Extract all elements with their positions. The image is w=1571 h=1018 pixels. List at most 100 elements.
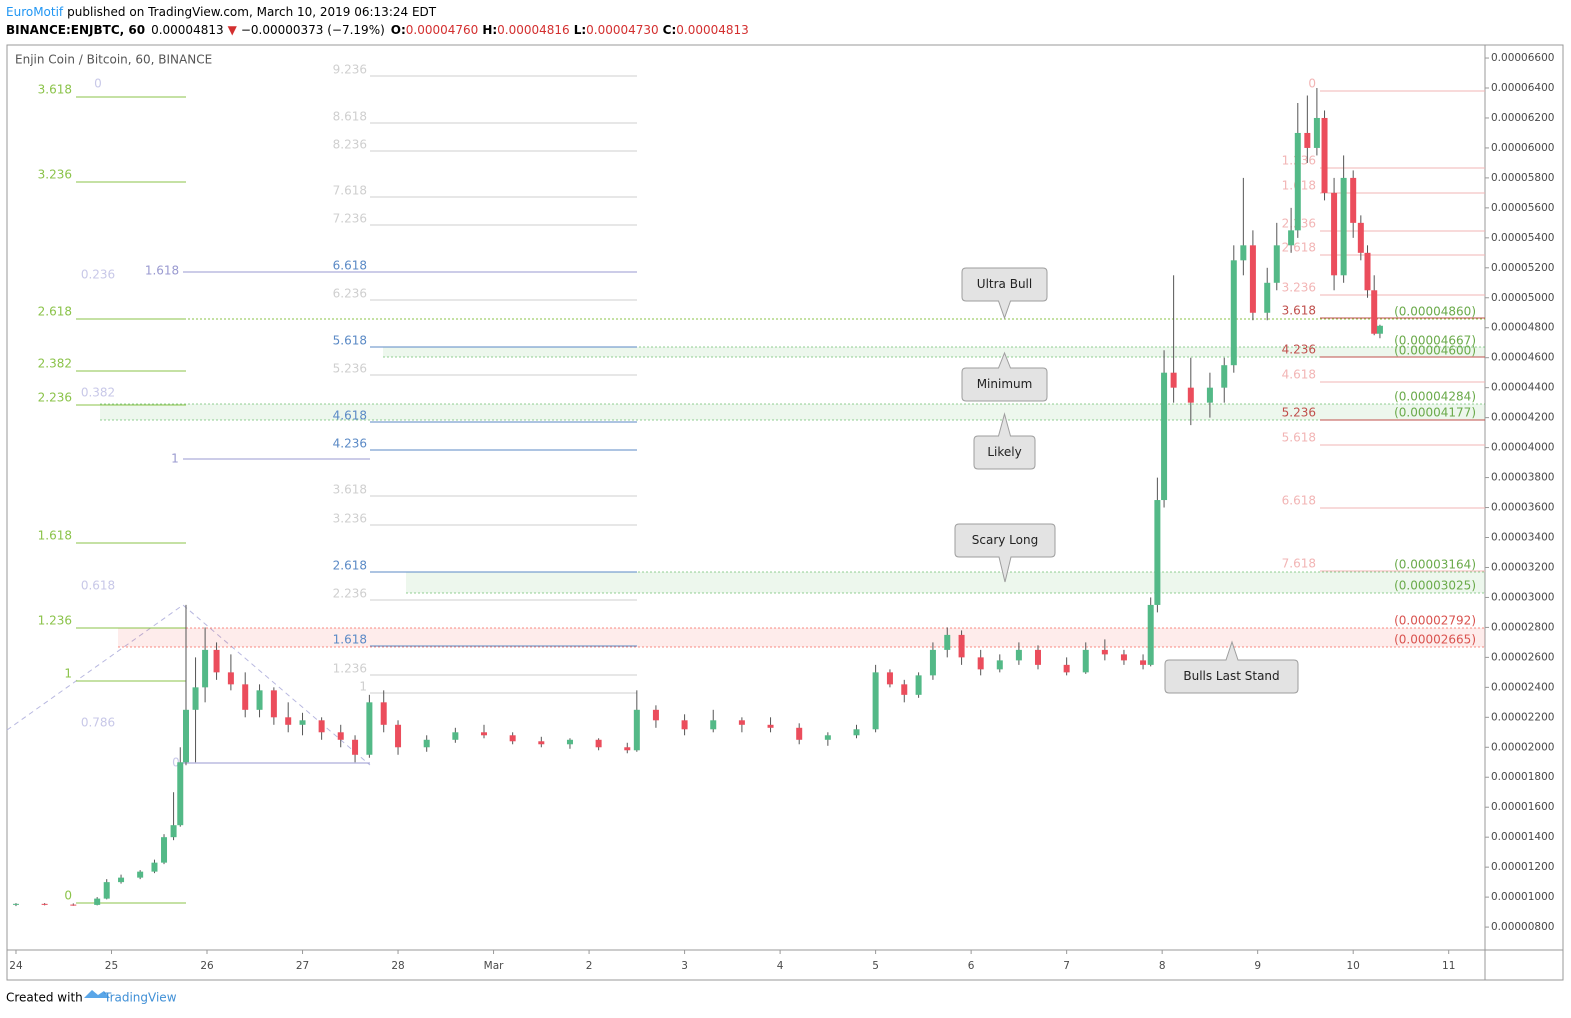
candle-body <box>824 735 831 740</box>
candle-body <box>872 672 879 730</box>
footer-brand[interactable]: TradingView <box>103 991 177 1005</box>
fib-label: 3.618 <box>38 83 72 97</box>
candle-body <box>242 684 249 710</box>
x-tick-label: 26 <box>200 960 214 972</box>
zone <box>383 347 1485 357</box>
callout-text: Bulls Last Stand <box>1183 669 1279 683</box>
y-tick-label: 0.00004000 <box>1491 442 1554 454</box>
candle-body <box>595 739 602 748</box>
fib-label: 3.618 <box>1282 304 1316 318</box>
candle-body <box>1147 604 1154 665</box>
candle-body <box>227 672 234 685</box>
candle-body <box>285 717 292 725</box>
y-tick-label: 0.00003600 <box>1491 502 1554 514</box>
o: 0.00004760 <box>406 23 479 37</box>
change: −0.00000373 (−7.19%) <box>241 23 385 37</box>
candle-body <box>202 649 209 688</box>
y-tick-label: 0.00002800 <box>1491 621 1554 633</box>
candle-body <box>41 903 48 905</box>
x-tick-label: 7 <box>1063 960 1070 972</box>
h-label: H: <box>482 23 497 37</box>
candle-body <box>1140 660 1147 665</box>
level-label: (0.00003164) <box>1394 558 1476 572</box>
level-label: (0.00004860) <box>1394 305 1476 319</box>
fib-label: 2.382 <box>38 357 72 371</box>
candle-body <box>1357 222 1364 253</box>
y-tick-label: 0.00006200 <box>1491 112 1554 124</box>
o-label: O: <box>391 23 406 37</box>
candle-body <box>1063 664 1070 673</box>
tv-logo <box>84 990 110 998</box>
candle-body <box>1321 117 1328 193</box>
level-label: (0.00002665) <box>1394 633 1476 647</box>
candle-body <box>318 720 325 733</box>
published: published on TradingView.com, March 10, … <box>67 5 437 19</box>
symbol: BINANCE:ENJBTC, 60 <box>6 23 145 37</box>
x-tick-label: 8 <box>1159 960 1166 972</box>
candle-body <box>1170 372 1177 388</box>
candle-body <box>738 720 745 725</box>
candle-body <box>1288 230 1295 246</box>
candle-body <box>423 739 430 748</box>
candle-body <box>1034 649 1041 665</box>
candle-body <box>796 727 803 740</box>
candle-body <box>1082 649 1089 673</box>
x-tick-label: 27 <box>296 960 309 972</box>
candle-body <box>103 882 110 899</box>
y-tick-label: 0.00003800 <box>1491 472 1554 484</box>
candle-body <box>337 732 344 740</box>
y-tick-label: 0.00000800 <box>1491 921 1554 933</box>
level-label: (0.00004177) <box>1394 406 1476 420</box>
level-label: (0.00002792) <box>1394 614 1476 628</box>
candle-body <box>118 877 125 883</box>
fib-label: 6.236 <box>333 287 367 301</box>
y-tick-label: 0.00001800 <box>1491 771 1554 783</box>
callout-box <box>1164 640 1299 694</box>
fib-label: 3.236 <box>333 512 367 526</box>
arrow: ▼ <box>228 23 238 37</box>
candle-body <box>509 735 516 742</box>
candle-body <box>161 837 168 863</box>
candle-body <box>958 634 965 658</box>
candle-body <box>366 702 373 755</box>
candle-body <box>652 709 659 721</box>
author[interactable]: EuroMotif <box>6 5 64 19</box>
zone <box>118 628 1485 647</box>
y-tick-label: 0.00003400 <box>1491 532 1554 544</box>
fib-label: 5.236 <box>1282 406 1316 420</box>
candle-body <box>1294 132 1301 231</box>
fib-label: 0 <box>94 77 102 91</box>
callout-text: Likely <box>987 445 1021 459</box>
fib-label: 1.618 <box>145 264 179 278</box>
fib-label: 1.236 <box>38 614 72 628</box>
fib-label: 4.236 <box>1282 343 1316 357</box>
fib-label: 5.236 <box>333 362 367 376</box>
candle-body <box>1340 177 1347 276</box>
y-tick-label: 0.00005400 <box>1491 232 1554 244</box>
candle-body <box>1154 500 1161 605</box>
fib-label: 0.786 <box>81 716 115 730</box>
candle-body <box>633 709 640 751</box>
candle-body <box>1230 260 1237 366</box>
pattern-line <box>6 604 371 766</box>
candle-body <box>1101 649 1108 655</box>
fib-label: 1 <box>359 680 367 694</box>
y-tick-label: 0.00006600 <box>1491 52 1554 64</box>
candle-body <box>1161 372 1168 501</box>
candle-body <box>624 747 631 751</box>
x-tick-label: Mar <box>484 960 504 972</box>
candle-body <box>182 709 189 763</box>
fib-label: 1.618 <box>333 633 367 647</box>
y-tick-label: 0.00003000 <box>1491 591 1554 603</box>
zone <box>406 572 1485 593</box>
x-tick-label: 3 <box>681 960 688 972</box>
fib-label: 2.618 <box>38 305 72 319</box>
candle-body <box>1187 387 1194 403</box>
fib-label: 0.236 <box>81 268 115 282</box>
y-tick-label: 0.00004200 <box>1491 412 1554 424</box>
x-tick-label: 2 <box>586 960 593 972</box>
candle-body <box>213 649 220 673</box>
header-line: EuroMotif published on TradingView.com, M… <box>6 5 437 19</box>
